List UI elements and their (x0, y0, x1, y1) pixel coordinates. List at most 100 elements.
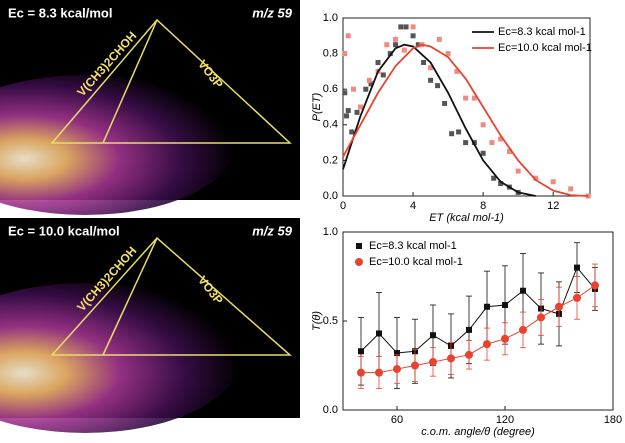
point (436, 36, 442, 42)
y-tick-label: 1.0 (323, 12, 338, 24)
y-tick-label: 0.6 (323, 83, 338, 95)
panel-energy: Ec = 8.3 kcal/mol (8, 5, 112, 20)
image-panel: Ec = 10.0 kcal/mol m/z 59 V(CH3)2CHOH VO… (0, 218, 300, 433)
marker (484, 303, 490, 310)
marker (537, 313, 545, 322)
y-tick-label: 0.0 (323, 190, 338, 202)
series-line (342, 43, 589, 197)
point (568, 186, 574, 192)
panel-mass: m/z 59 (252, 5, 293, 20)
series-line (342, 43, 536, 197)
marker (394, 350, 400, 357)
point (354, 109, 360, 115)
x-tick-label: 12 (547, 200, 559, 212)
point (345, 33, 351, 39)
panel-mass: m/z 59 (252, 223, 293, 238)
marker (357, 368, 365, 377)
y-tick-label: 0.4 (323, 119, 338, 131)
marker (465, 350, 473, 359)
marker (411, 361, 419, 370)
legend-label: Ec=10.0 kcal mol-1 (498, 42, 592, 54)
marker (520, 287, 526, 294)
marker (573, 293, 581, 302)
point (393, 42, 399, 48)
point (342, 90, 348, 96)
point (393, 36, 399, 42)
point (410, 33, 416, 39)
marker (393, 365, 401, 374)
point (349, 129, 355, 135)
y-tick-label: 0.2 (323, 154, 338, 166)
x-tick-label: 60 (391, 414, 403, 426)
point (454, 68, 460, 74)
x-tick-label: 4 (410, 200, 416, 212)
legend-swatch (355, 258, 363, 266)
point (442, 100, 448, 106)
y-axis-label: T(θ) (311, 311, 323, 331)
point (463, 95, 469, 101)
point (435, 83, 441, 89)
point (456, 129, 462, 135)
marker (591, 281, 599, 290)
legend-label: Ec=8.3 kcal mol-1 (369, 240, 457, 252)
point (480, 150, 486, 156)
point (368, 81, 374, 87)
point (533, 175, 539, 181)
point (463, 140, 469, 146)
marker (502, 301, 508, 308)
legend-label: Ec=8.3 kcal mol-1 (498, 26, 586, 38)
point (344, 113, 350, 119)
image-panel: Ec = 8.3 kcal/mol m/z 59 V(CH3)2CHOH VO3… (0, 0, 300, 215)
marker (375, 368, 383, 377)
marker (430, 332, 436, 339)
y-axis-label: P(ET) (311, 92, 323, 121)
point (428, 65, 434, 71)
point (380, 72, 386, 78)
x-axis-label: c.o.m. angle/θ (degree) (421, 426, 535, 438)
y-tick-label: 0.8 (323, 48, 338, 60)
point (358, 104, 364, 110)
point (410, 24, 416, 30)
panel-energy: Ec = 10.0 kcal/mol (8, 223, 120, 238)
point (421, 60, 427, 65)
x-tick-label: 8 (480, 200, 486, 212)
point (471, 95, 477, 101)
point (428, 77, 434, 83)
legend-swatch (356, 243, 362, 249)
marker (358, 348, 364, 355)
marker (574, 264, 580, 271)
point (550, 179, 556, 185)
y-tick-label: 1.0 (323, 226, 338, 238)
marker (501, 334, 509, 343)
point (387, 51, 393, 57)
marker (447, 354, 455, 363)
marker (376, 330, 382, 337)
point (384, 42, 390, 48)
point (351, 86, 357, 92)
marker (483, 340, 491, 349)
marker (466, 326, 472, 333)
point (375, 60, 381, 65)
point (449, 131, 455, 137)
point (480, 122, 486, 128)
point (491, 175, 497, 181)
point (506, 149, 512, 154)
x-tick-label: 0 (340, 200, 346, 212)
y-tick-label: 0.0 (323, 404, 338, 416)
point (401, 47, 407, 53)
marker (429, 357, 437, 366)
point (445, 51, 451, 57)
point (366, 77, 372, 83)
y-tick-label: 0.5 (323, 315, 338, 327)
point (498, 136, 504, 142)
plot-frame (342, 17, 591, 197)
series-line (361, 284, 596, 374)
legend-label: Ec=10.0 kcal mol-1 (369, 256, 463, 268)
x-axis-label: ET (kcal mol-1) (429, 212, 504, 224)
marker (555, 302, 563, 311)
point (489, 140, 495, 146)
point (342, 51, 348, 57)
x-tick-label: 180 (604, 414, 622, 426)
point (403, 24, 409, 30)
